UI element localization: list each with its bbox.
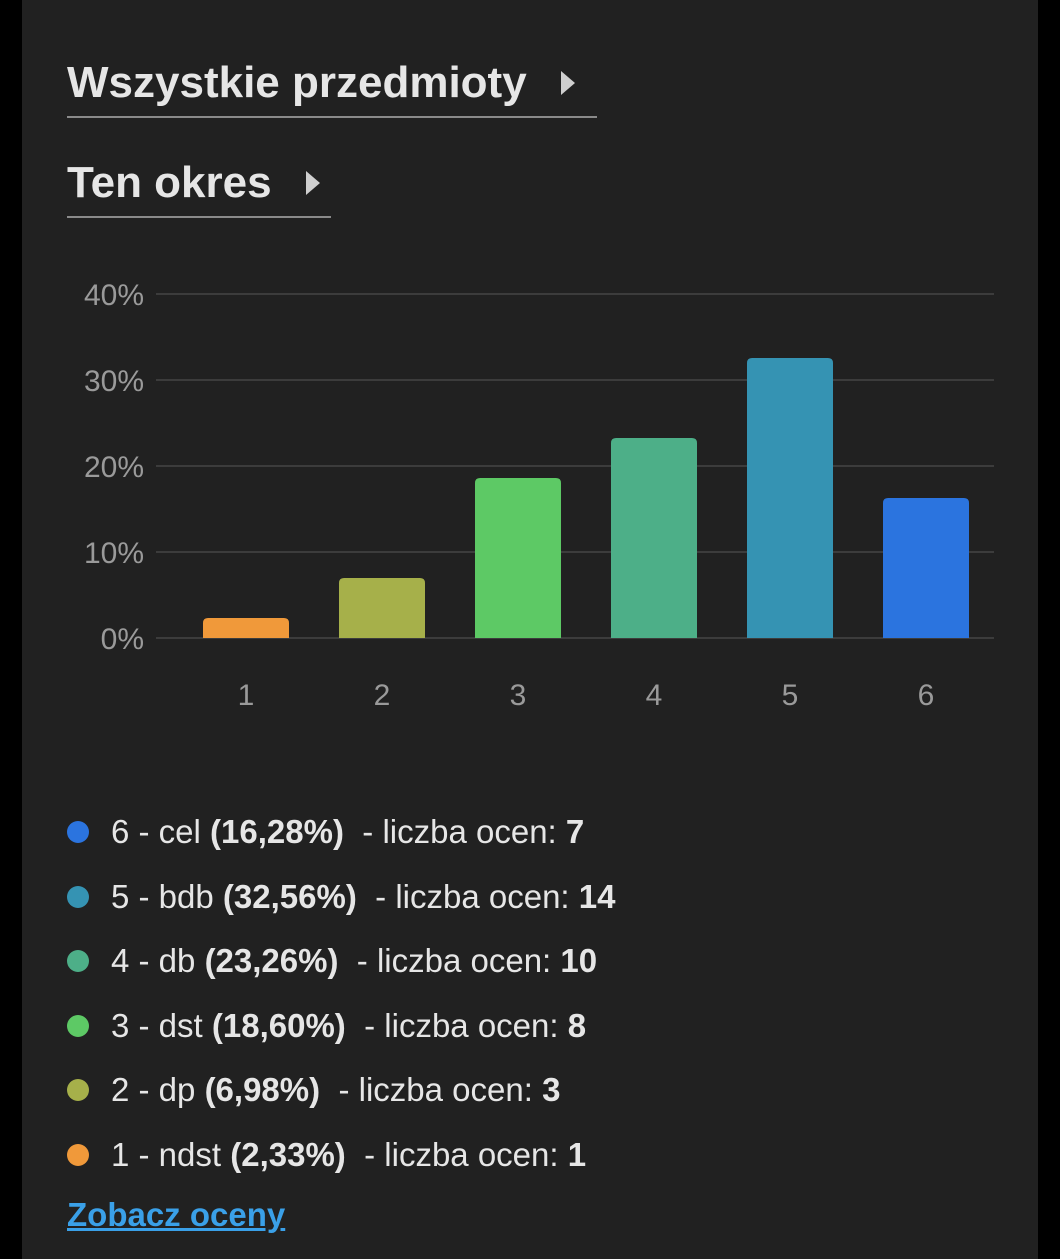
legend-count-label: - liczba ocen: bbox=[356, 877, 579, 915]
bar-grade-1 bbox=[203, 617, 289, 638]
bar-grade-2 bbox=[339, 577, 425, 638]
legend-count-label: - liczba ocen: bbox=[345, 1135, 568, 1173]
y-tick-label: 40% bbox=[84, 279, 144, 312]
legend-grade-name: 2 - dp bbox=[111, 1071, 205, 1109]
y-tick-label: 0% bbox=[101, 623, 144, 656]
legend-count: 10 bbox=[560, 942, 598, 980]
legend-dot-icon bbox=[67, 1079, 89, 1102]
legend-count: 14 bbox=[578, 877, 616, 915]
x-tick-label: 2 bbox=[374, 679, 391, 712]
legend-item: 5 - bdb (32,56%) - liczba ocen: 14 bbox=[67, 865, 615, 930]
x-tick-label: 6 bbox=[918, 679, 935, 712]
legend-dot-icon bbox=[67, 1143, 89, 1166]
legend-item: 1 - ndst (2,33%) - liczba ocen: 1 bbox=[67, 1123, 615, 1188]
subject-dropdown-label: Wszystkie przedmioty bbox=[67, 58, 527, 107]
legend-grade-name: 3 - dst bbox=[111, 1006, 212, 1044]
legend-item: 6 - cel (16,28%) - liczba ocen: 7 bbox=[67, 800, 615, 865]
legend-item: 3 - dst (18,60%) - liczba ocen: 8 bbox=[67, 994, 615, 1059]
y-tick-label: 30% bbox=[84, 365, 144, 398]
legend-count: 8 bbox=[567, 1006, 587, 1044]
legend-count: 3 bbox=[542, 1071, 561, 1109]
legend-dot-icon bbox=[67, 1014, 89, 1037]
legend-count: 7 bbox=[565, 813, 585, 851]
legend-grade-name: 5 - bdb bbox=[111, 877, 223, 915]
bar-grade-4 bbox=[611, 437, 697, 638]
legend-item: 4 - db (23,26%) - liczba ocen: 10 bbox=[67, 929, 615, 994]
legend-dot-icon bbox=[67, 821, 89, 844]
bar-grade-5 bbox=[747, 357, 833, 638]
legend-percent: (32,56%) bbox=[222, 877, 357, 915]
x-tick-label: 3 bbox=[510, 679, 527, 712]
y-tick-label: 20% bbox=[84, 451, 144, 484]
x-tick-label: 4 bbox=[646, 679, 663, 712]
period-dropdown[interactable]: Ten okres bbox=[67, 150, 331, 218]
bar-grade-6 bbox=[883, 497, 969, 638]
legend-percent: (23,26%) bbox=[204, 942, 339, 980]
bar-grade-3 bbox=[475, 478, 561, 638]
legend-dot-icon bbox=[67, 885, 89, 908]
legend-count-label: - liczba ocen: bbox=[320, 1071, 543, 1109]
grade-distribution-chart: 0% 10% 20% 30% 40% 1 2 3 4 5 6 bbox=[84, 279, 994, 712]
x-tick-label: 5 bbox=[782, 679, 799, 712]
legend-count: 1 bbox=[567, 1135, 587, 1173]
legend-count-label: - liczba ocen: bbox=[343, 813, 566, 851]
legend-grade-name: 6 - cel bbox=[111, 813, 211, 851]
subject-dropdown[interactable]: Wszystkie przedmioty bbox=[67, 50, 597, 118]
x-tick-label: 1 bbox=[238, 679, 255, 712]
legend-percent: (2,33%) bbox=[230, 1135, 346, 1173]
legend-percent: (6,98%) bbox=[204, 1071, 321, 1109]
legend-item: 2 - dp (6,98%) - liczba ocen: 3 bbox=[67, 1058, 615, 1123]
y-tick-label: 10% bbox=[84, 537, 144, 570]
period-dropdown-label: Ten okres bbox=[67, 158, 272, 207]
legend-grade-name: 4 - db bbox=[111, 942, 205, 980]
see-grades-link[interactable]: Zobacz oceny bbox=[67, 1196, 286, 1233]
legend-percent: (18,60%) bbox=[211, 1006, 346, 1044]
legend-dot-icon bbox=[67, 950, 89, 973]
legend-percent: (16,28%) bbox=[210, 813, 344, 851]
grade-stats-card: Wszystkie przedmioty Ten okres 0% 10% 20% 3… bbox=[22, 0, 1038, 1259]
legend-count-label: - liczba ocen: bbox=[338, 942, 561, 980]
legend-grade-name: 1 - ndst bbox=[111, 1135, 231, 1173]
caret-right-icon bbox=[560, 71, 575, 95]
caret-right-icon bbox=[305, 171, 320, 195]
legend-count-label: - liczba ocen: bbox=[345, 1006, 568, 1044]
